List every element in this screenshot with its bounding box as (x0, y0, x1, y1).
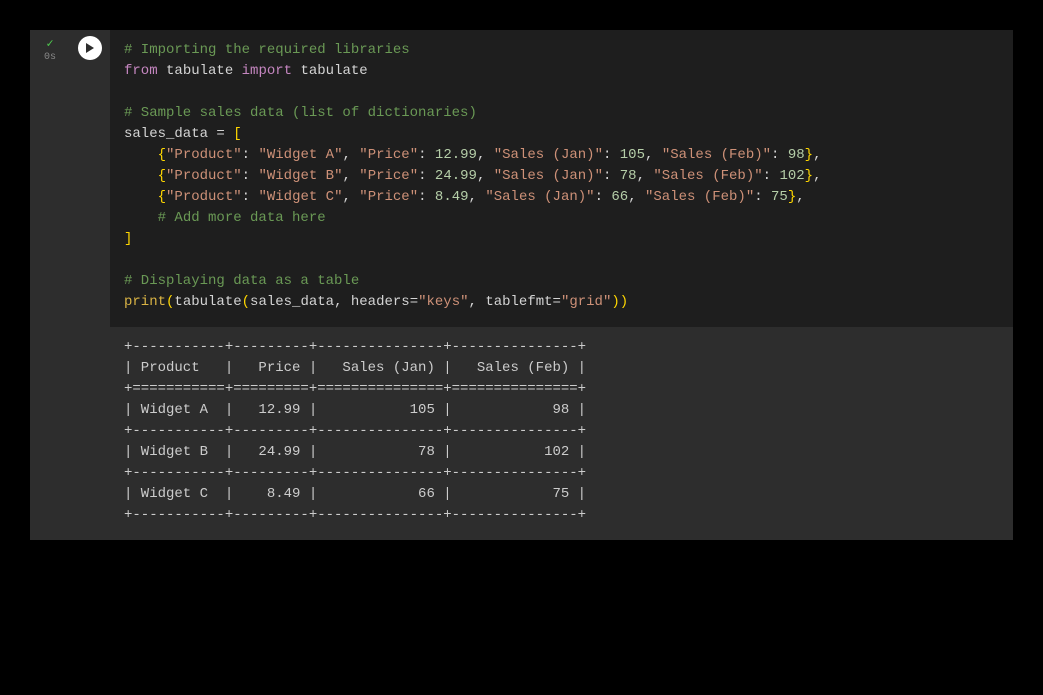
output-line: +===========+=========+===============+=… (124, 381, 586, 397)
execution-time: 0s (44, 52, 56, 63)
code-ident: tabulate (166, 63, 233, 79)
code-number: 102 (779, 168, 804, 184)
code-brace: ) (611, 294, 619, 310)
code-string: "Sales (Feb)" (653, 168, 762, 184)
code-brace: { (158, 189, 166, 205)
code-ident: sales_data (124, 126, 208, 142)
code-punct: , (469, 294, 486, 310)
code-string: "Product" (166, 168, 242, 184)
code-punct: , (796, 189, 804, 205)
code-punct: : (418, 168, 435, 184)
code-number: 12.99 (435, 147, 477, 163)
code-number: 24.99 (435, 168, 477, 184)
code-comment: # Sample sales data (list of dictionarie… (124, 105, 477, 121)
code-keyword: import (242, 63, 292, 79)
code-punct: = (208, 126, 233, 142)
code-keyword: from (124, 63, 158, 79)
code-punct: , (477, 147, 494, 163)
code-func: print (124, 294, 166, 310)
code-string: "Product" (166, 147, 242, 163)
code-string: "Sales (Feb)" (645, 189, 754, 205)
code-punct: , (628, 189, 645, 205)
notebook-cell: ✓ 0s # Importing the required libraries … (30, 30, 1013, 540)
code-brace: } (788, 189, 796, 205)
output-line: +-----------+---------+---------------+-… (124, 423, 586, 439)
code-string: "grid" (561, 294, 611, 310)
code-punct: : (754, 189, 771, 205)
code-punct: : (603, 168, 620, 184)
code-string: "Product" (166, 189, 242, 205)
code-string: "Widget A" (258, 147, 342, 163)
output-line: | Widget A | 12.99 | 105 | 98 | (124, 402, 586, 418)
output-line: | Product | Price | Sales (Jan) | Sales … (124, 360, 586, 376)
code-number: 75 (771, 189, 788, 205)
code-number: 98 (788, 147, 805, 163)
code-punct: = (553, 294, 561, 310)
cell-content: # Importing the required libraries from … (110, 30, 1013, 540)
code-brace: { (158, 147, 166, 163)
code-string: "Sales (Jan)" (494, 147, 603, 163)
code-brace: } (805, 168, 813, 184)
code-punct: : (242, 189, 259, 205)
code-string: "Widget B" (258, 168, 342, 184)
output-line: +-----------+---------+---------------+-… (124, 339, 586, 355)
code-punct: : (418, 189, 435, 205)
code-brace: } (805, 147, 813, 163)
code-punct: , (813, 168, 821, 184)
code-punct: : (595, 189, 612, 205)
code-punct: , (342, 147, 359, 163)
code-brace: ] (124, 231, 132, 247)
output-line: +-----------+---------+---------------+-… (124, 507, 586, 523)
code-ident: tablefmt (485, 294, 552, 310)
code-string: "Widget C" (258, 189, 342, 205)
code-punct: : (603, 147, 620, 163)
code-brace: ( (242, 294, 250, 310)
play-icon (85, 43, 95, 53)
code-string: "keys" (418, 294, 468, 310)
code-string: "Sales (Feb)" (662, 147, 771, 163)
code-number: 66 (611, 189, 628, 205)
code-brace: ) (620, 294, 628, 310)
code-punct: : (242, 168, 259, 184)
code-punct: : (771, 147, 788, 163)
code-punct: , (342, 168, 359, 184)
code-number: 78 (620, 168, 637, 184)
output-line: +-----------+---------+---------------+-… (124, 465, 586, 481)
run-button[interactable] (78, 36, 102, 60)
code-punct: : (763, 168, 780, 184)
code-number: 8.49 (435, 189, 469, 205)
code-punct: , (334, 294, 351, 310)
code-comment: # Displaying data as a table (124, 273, 359, 289)
code-comment: # Add more data here (158, 210, 326, 226)
code-punct: , (342, 189, 359, 205)
code-punct: : (418, 147, 435, 163)
cell-gutter: ✓ 0s (30, 30, 70, 540)
check-icon: ✓ (46, 38, 53, 50)
code-ident: tabulate (300, 63, 367, 79)
code-punct: , (469, 189, 486, 205)
code-string: "Sales (Jan)" (485, 189, 594, 205)
code-punct: , (477, 168, 494, 184)
code-punct: , (645, 147, 662, 163)
code-string: "Price" (359, 189, 418, 205)
code-ident: sales_data (250, 294, 334, 310)
cell-output: +-----------+---------+---------------+-… (110, 327, 1013, 540)
code-number: 105 (620, 147, 645, 163)
code-punct: , (813, 147, 821, 163)
run-column (70, 30, 110, 540)
code-string: "Price" (359, 147, 418, 163)
code-ident: headers (351, 294, 410, 310)
code-string: "Sales (Jan)" (494, 168, 603, 184)
code-comment: # Importing the required libraries (124, 42, 410, 58)
code-punct: : (242, 147, 259, 163)
code-ident: tabulate (174, 294, 241, 310)
code-punct: , (637, 168, 654, 184)
code-brace: [ (233, 126, 241, 142)
code-brace: { (158, 168, 166, 184)
output-line: | Widget B | 24.99 | 78 | 102 | (124, 444, 586, 460)
output-line: | Widget C | 8.49 | 66 | 75 | (124, 486, 586, 502)
code-editor[interactable]: # Importing the required libraries from … (110, 30, 1013, 327)
code-string: "Price" (359, 168, 418, 184)
code-punct: = (410, 294, 418, 310)
